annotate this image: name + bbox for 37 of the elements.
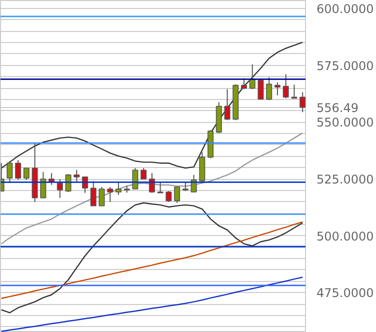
candlestick: [56, 178, 63, 198]
y-tick-label: 550.0000: [316, 116, 374, 130]
candlestick: [282, 74, 289, 99]
candlestick: [132, 168, 138, 190]
line-series: [0, 132, 304, 244]
candlestick: [107, 186, 114, 202]
candlestick: [199, 152, 206, 182]
y-tick-label: 525.0000: [316, 172, 374, 187]
candlestick: [98, 186, 105, 206]
candlestick: [266, 76, 272, 101]
y-tick-label: 500.0000: [316, 229, 374, 244]
candlestick: [140, 168, 147, 180]
candlestick: [115, 181, 122, 196]
y-tick-label: 600.0000: [316, 2, 374, 16]
candlestick: [157, 181, 164, 194]
candlestick: [190, 174, 197, 192]
candlestick: [291, 84, 298, 99]
line-series: [0, 221, 304, 299]
candlestick: [6, 160, 13, 184]
candlestick: [90, 180, 96, 206]
candlestick: [65, 174, 72, 192]
candlestick: [182, 181, 188, 192]
candlestick: [40, 171, 46, 198]
candlestick: [74, 169, 80, 182]
candlestick: [224, 88, 230, 121]
y-tick-label: 556.49: [316, 100, 358, 115]
y-tick-label: 475.0000: [316, 286, 374, 300]
line-series: [0, 276, 304, 332]
candlestick: [300, 92, 306, 113]
y-tick-label: 575.0000: [316, 58, 374, 73]
candlestick: [274, 82, 280, 96]
candlestick: [15, 160, 22, 180]
candlestick: [166, 190, 172, 202]
candlestick: [174, 186, 180, 204]
candlestick: [23, 168, 30, 180]
line-series: [0, 202, 304, 314]
candlestick: [258, 78, 264, 100]
